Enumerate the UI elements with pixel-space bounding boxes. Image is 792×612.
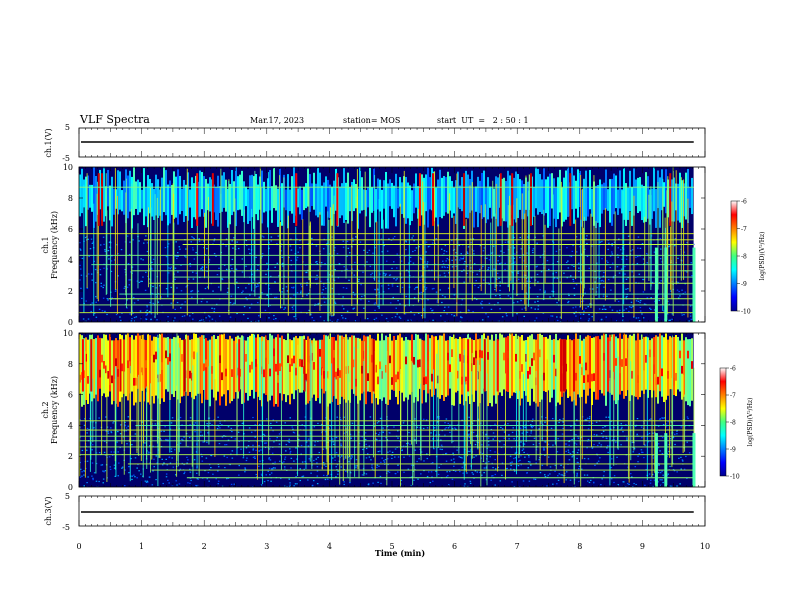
ytick-label: 4: [68, 256, 73, 265]
x-axis-label: Time (min): [375, 548, 425, 558]
xtick-label: 1: [139, 542, 144, 551]
ch2-colorbar-gradient: [719, 367, 727, 477]
ch1-colorbar-gradient: [730, 200, 738, 312]
colorbar-tick-label: -6: [730, 366, 736, 373]
ytick-label: 0: [68, 318, 73, 327]
colorbar-tick-label: -7: [741, 226, 747, 233]
ytick-label: 2: [68, 287, 73, 296]
xtick-label: 5: [389, 542, 394, 551]
ch1-colorbar-label: log(PSD)(V²/Hz): [759, 232, 766, 281]
colorbar-tick-label: -9: [741, 281, 747, 288]
ch1-colorbar: -6 -7 -8 -9 -10 log(PSD)(V²/Hz): [730, 199, 766, 316]
ch2-spec-yticks: 0 2 4 6 8 10: [63, 329, 705, 492]
ytick-label: 4: [68, 421, 73, 430]
xtick-label: 4: [327, 542, 332, 551]
ch1-spectrogram-image: [79, 167, 705, 322]
ytick-label: 6: [68, 391, 73, 400]
xtick-label: 8: [577, 542, 582, 551]
colorbar-tick-label: -7: [730, 393, 736, 400]
colorbar-tick-label: -8: [741, 254, 747, 261]
ch2-colorbar-label: log(PSD)(V²/Hz): [747, 398, 754, 447]
ytick-label: 2: [68, 452, 73, 461]
figure-title: VLF Spectra: [79, 113, 150, 126]
ch2-spec-channel-label: ch.2: [41, 401, 50, 418]
ch2-spectrogram-image: [79, 333, 705, 487]
ch3-ylabel: ch.3(V): [44, 496, 53, 525]
colorbar-tick-label: -6: [741, 199, 747, 206]
station-label: station= MOS: [343, 116, 400, 125]
axis-ticks: [78, 128, 706, 526]
ch1-ytick-top: 5: [65, 123, 70, 132]
ytick-label: 10: [63, 163, 73, 172]
colorbar-tick-label: -9: [730, 447, 736, 454]
ytick-label: 10: [63, 329, 73, 338]
ch1-spec-channel-label: ch.1: [41, 236, 50, 253]
ch1-ytick-bottom: -5: [62, 154, 70, 163]
ch2-colorbar: -6 -7 -8 -9 -10 log(PSD)(V²/Hz): [719, 366, 754, 481]
ytick-label: 0: [68, 483, 73, 492]
ch1-colorbar-ticks: -6 -7 -8 -9 -10: [737, 199, 751, 316]
xtick-label: 10: [700, 542, 710, 551]
x-tick-labels: 0 1 2 3 4 5 6 7 8 9 10: [76, 542, 710, 551]
ch1-ylabel: ch.1(V): [44, 128, 53, 157]
ch1-spec-ylabel: Frequency (kHz): [50, 211, 59, 279]
xtick-label: 9: [640, 542, 645, 551]
ytick-label: 8: [68, 360, 73, 369]
xtick-label: 0: [76, 542, 81, 551]
ytick-label: 6: [68, 225, 73, 234]
xtick-label: 6: [452, 542, 457, 551]
ytick-label: 8: [68, 194, 73, 203]
colorbar-tick-label: -10: [741, 309, 751, 316]
ch3-ytick-top: 5: [65, 492, 70, 501]
start-time-label: start UT = 2 : 50 : 1: [437, 116, 529, 125]
colorbar-tick-label: -10: [730, 474, 740, 481]
ch2-colorbar-ticks: -6 -7 -8 -9 -10: [726, 366, 740, 481]
xtick-label: 7: [515, 542, 520, 551]
ch2-spec-ylabel: Frequency (kHz): [50, 376, 59, 444]
xtick-label: 2: [202, 542, 207, 551]
colorbar-tick-label: -8: [730, 420, 736, 427]
date-label: Mar.17, 2023: [250, 116, 304, 125]
xtick-label: 3: [264, 542, 269, 551]
ch3-ytick-bottom: -5: [62, 523, 70, 532]
ch1-spec-yticks: 0 2 4 6 8 10: [63, 163, 705, 327]
